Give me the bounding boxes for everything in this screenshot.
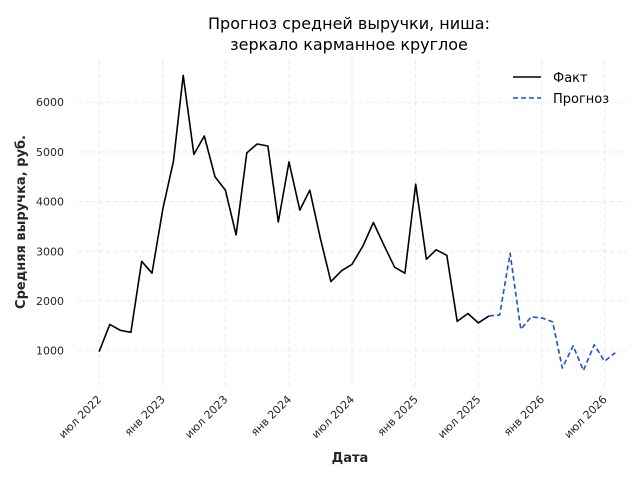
x-tick-label: июл 2024 — [309, 393, 357, 441]
series-line-fact — [98, 74, 490, 352]
x-tick-label: янв 2023 — [122, 393, 168, 439]
legend: Факт Прогноз — [513, 71, 609, 107]
legend-label-forecast: Прогноз — [553, 92, 609, 107]
series-layer — [98, 74, 616, 372]
x-tick-label: июл 2025 — [435, 393, 483, 441]
legend-label-fact: Факт — [553, 71, 588, 86]
x-axis-label: Дата — [332, 451, 369, 466]
y-tick-label: 5000 — [36, 146, 64, 159]
x-tick-label: янв 2026 — [501, 393, 547, 439]
x-axis-ticks: июл 2022 янв 2023 июл 2023 янв 2024 июл 2024… — [56, 393, 609, 441]
chart-title-line-2: зеркало карманное круглое — [230, 35, 468, 54]
x-tick-label: янв 2024 — [248, 393, 294, 439]
x-tick-label: янв 2025 — [375, 393, 421, 439]
chart-title-line-1: Прогноз средней выручки, ниша: — [208, 14, 490, 33]
y-tick-label: 6000 — [36, 96, 64, 109]
y-axis-label: Средняя выручка, руб. — [14, 135, 29, 309]
x-tick-label: июл 2026 — [562, 393, 610, 441]
y-tick-label: 4000 — [36, 196, 64, 209]
grid — [78, 60, 626, 388]
series-line-forecast — [488, 252, 616, 372]
x-tick-label: июл 2022 — [56, 393, 104, 441]
y-axis-ticks: 1000 2000 3000 4000 5000 6000 — [36, 96, 64, 357]
y-tick-label: 2000 — [36, 295, 64, 308]
y-tick-label: 3000 — [36, 245, 64, 258]
y-tick-label: 1000 — [36, 345, 64, 358]
x-tick-label: июл 2023 — [182, 393, 230, 441]
